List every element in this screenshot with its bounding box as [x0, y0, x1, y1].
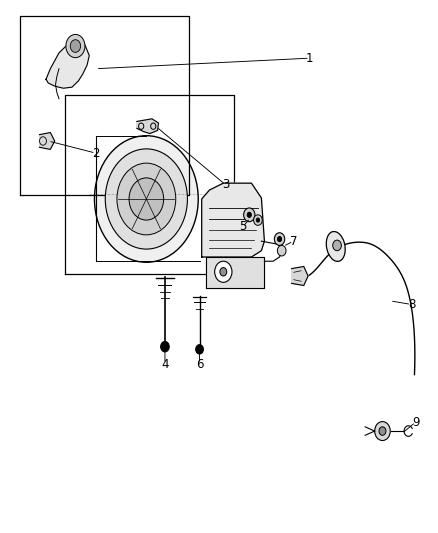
Circle shape: [247, 212, 251, 217]
Text: 5: 5: [239, 221, 247, 233]
Circle shape: [70, 39, 81, 52]
Circle shape: [220, 268, 227, 276]
Circle shape: [129, 178, 164, 220]
Polygon shape: [137, 119, 159, 134]
Polygon shape: [46, 39, 89, 88]
Circle shape: [161, 342, 169, 352]
Circle shape: [117, 163, 176, 235]
Circle shape: [244, 208, 255, 222]
Text: 8: 8: [408, 298, 415, 311]
Text: 6: 6: [196, 358, 203, 370]
Circle shape: [105, 149, 187, 249]
Circle shape: [374, 422, 390, 441]
Circle shape: [254, 215, 262, 225]
Text: 3: 3: [222, 178, 229, 191]
Circle shape: [215, 261, 232, 282]
Text: 7: 7: [290, 235, 297, 248]
Circle shape: [333, 240, 341, 251]
Ellipse shape: [326, 231, 345, 261]
Circle shape: [274, 233, 285, 245]
Text: 2: 2: [92, 147, 99, 159]
Text: 1: 1: [306, 52, 314, 64]
Text: 4: 4: [161, 358, 169, 370]
Circle shape: [196, 344, 203, 354]
Circle shape: [277, 245, 286, 256]
Polygon shape: [206, 257, 265, 288]
Text: 9: 9: [412, 416, 420, 429]
Circle shape: [277, 237, 282, 241]
Circle shape: [66, 35, 85, 58]
Polygon shape: [202, 183, 265, 257]
Circle shape: [95, 136, 198, 262]
Polygon shape: [39, 133, 55, 149]
Polygon shape: [292, 266, 308, 286]
Circle shape: [256, 218, 260, 222]
Circle shape: [379, 427, 386, 435]
